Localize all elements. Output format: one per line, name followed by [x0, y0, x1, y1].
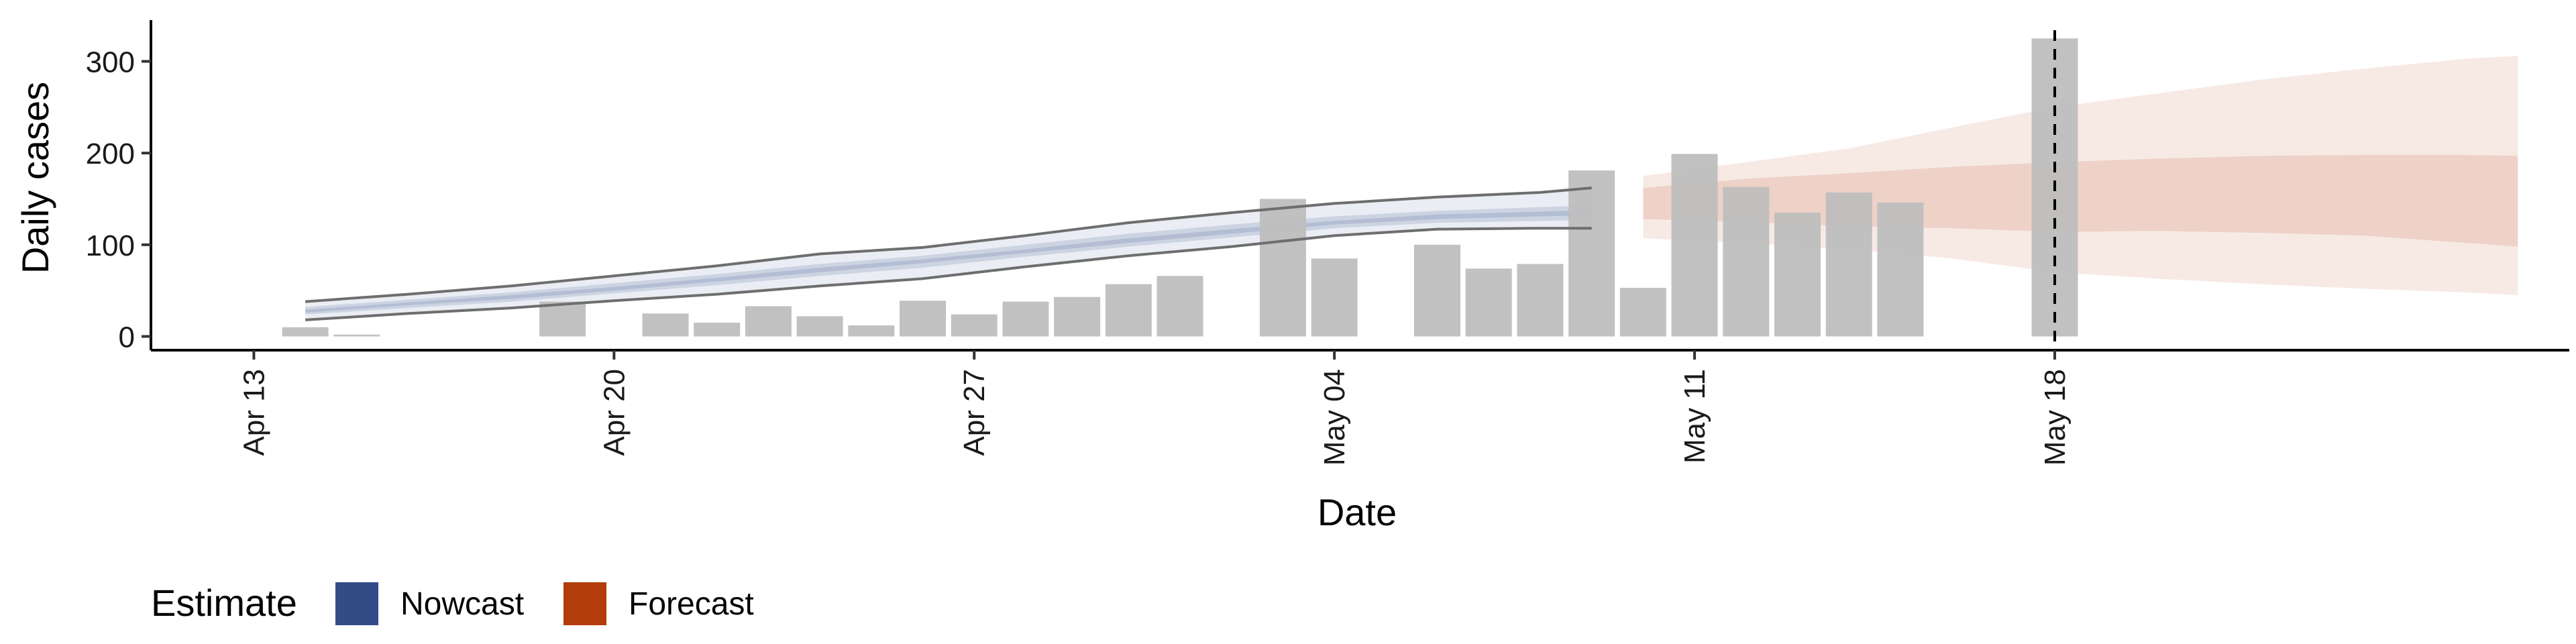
y-tick-label-200: 200 — [86, 138, 135, 170]
y-tick-label-300: 300 — [86, 46, 135, 79]
case-bar-2020-05-15 — [1877, 203, 1924, 337]
case-bar-2020-04-21 — [642, 313, 689, 337]
axes — [150, 20, 2569, 352]
y-axis-title: Daily cases — [14, 82, 56, 274]
case-bar-2020-04-25 — [848, 325, 895, 337]
case-bar-2020-05-10 — [1619, 288, 1666, 337]
nowcast-lower-line — [305, 227, 1592, 321]
y-tick-label-100: 100 — [86, 229, 135, 262]
y-tick-label-0: 0 — [119, 321, 135, 354]
case-bar-2020-05-06 — [1414, 244, 1460, 337]
case-bar-2020-04-15 — [333, 334, 380, 337]
legend-swatch-forecast — [564, 582, 606, 625]
case-bar-2020-04-24 — [796, 316, 843, 337]
case-bar-2020-04-26 — [900, 301, 946, 337]
case-bar-2020-05-13 — [1774, 213, 1821, 337]
legend-label-nowcast: Nowcast — [400, 586, 524, 622]
case-bar-2020-05-04 — [1311, 258, 1358, 337]
case-bar-2020-04-28 — [1002, 301, 1049, 337]
x-tick-label-2020-05-04: May 04 — [1318, 369, 1351, 466]
nowcast-band-20 — [305, 209, 1592, 313]
x-tick-label-2020-04-13: Apr 13 — [237, 369, 270, 456]
x-axis-ticks: Apr 13 Apr 20 Apr 27 May 04 May 11 May 18 — [237, 350, 2072, 466]
case-bar-2020-04-29 — [1054, 297, 1101, 337]
case-bar-2020-05-09 — [1568, 170, 1615, 337]
case-bar-2020-04-19 — [539, 301, 586, 337]
nowcast-interval-lines — [305, 186, 1592, 321]
case-bar-2020-04-14 — [282, 327, 329, 337]
x-tick-label-2020-05-18: May 18 — [2039, 369, 2072, 466]
estimate-bands — [305, 56, 2518, 320]
case-bar-2020-04-22 — [694, 323, 741, 337]
x-axis-title: Date — [1318, 491, 1397, 533]
legend-swatch-nowcast — [335, 582, 378, 625]
case-bar-2020-05-14 — [1825, 192, 1872, 337]
case-bar-2020-05-11 — [1671, 154, 1718, 337]
case-bar-2020-04-27 — [951, 314, 998, 337]
case-bar-2020-04-30 — [1105, 284, 1152, 337]
legend-label-forecast: Forecast — [629, 586, 754, 622]
legend: Estimate Nowcast Forecast — [151, 582, 754, 625]
case-bar-2020-05-01 — [1157, 276, 1203, 337]
case-bar-2020-05-12 — [1723, 186, 1770, 337]
case-bars — [282, 38, 2078, 337]
legend-title: Estimate — [151, 582, 297, 624]
y-axis-ticks: 0 100 200 300 — [86, 46, 151, 354]
x-tick-label-2020-04-20: Apr 20 — [598, 369, 631, 456]
case-bar-2020-05-03 — [1259, 199, 1306, 337]
x-tick-label-2020-04-27: Apr 27 — [958, 369, 991, 456]
case-bar-2020-04-23 — [745, 306, 792, 337]
case-bar-2020-05-07 — [1465, 268, 1512, 337]
case-bar-2020-05-08 — [1517, 264, 1564, 337]
x-tick-label-2020-05-11: May 11 — [1678, 369, 1711, 464]
nowcast-upper-line — [305, 186, 1592, 303]
